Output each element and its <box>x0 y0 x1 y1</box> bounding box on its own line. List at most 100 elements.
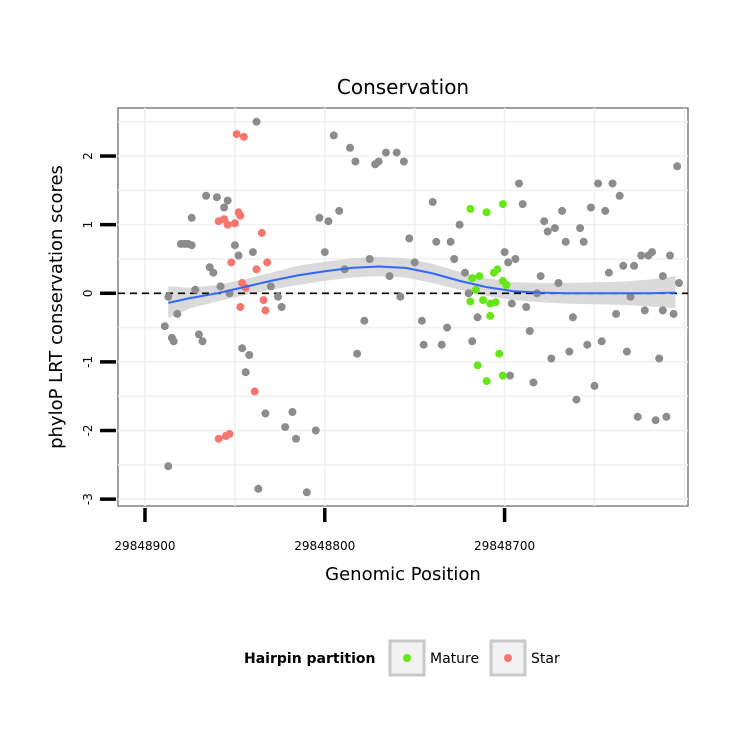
x-axis: 29848900 29848800 29848700 <box>114 508 535 553</box>
point-mature <box>473 361 482 370</box>
point-star <box>227 258 236 267</box>
point-other <box>468 337 477 346</box>
point-other <box>633 412 642 421</box>
point-other <box>209 268 218 277</box>
smooth-line <box>168 265 676 304</box>
point-star <box>223 220 232 229</box>
y-tick-label: -3 <box>81 493 95 505</box>
point-other <box>410 258 419 267</box>
point-other <box>626 292 635 301</box>
legend-label-mature: Mature <box>430 651 479 667</box>
point-other <box>315 213 324 222</box>
point-other <box>500 248 509 257</box>
point-other <box>277 303 286 311</box>
point-other <box>601 206 610 215</box>
point-other <box>561 237 570 246</box>
point-other <box>173 309 182 318</box>
point-mature <box>493 265 502 274</box>
point-mature <box>482 208 491 217</box>
point-other <box>586 203 595 212</box>
confidence-band-layer <box>168 256 676 318</box>
point-mature <box>479 296 487 305</box>
point-other <box>583 340 592 349</box>
point-mature <box>482 377 491 386</box>
point-other <box>446 237 455 246</box>
point-other <box>543 227 552 236</box>
point-star <box>239 132 248 141</box>
point-other <box>353 349 362 358</box>
point-star <box>252 265 261 274</box>
point-other <box>238 344 247 353</box>
point-other <box>450 255 459 263</box>
points-layer <box>160 117 683 497</box>
point-other <box>324 217 333 226</box>
point-other <box>261 409 270 418</box>
point-other <box>187 241 196 250</box>
point-other <box>565 347 574 356</box>
y-tick-label: -2 <box>81 425 95 437</box>
point-mature <box>502 281 511 289</box>
chart-title: Conservation <box>337 75 469 99</box>
point-other <box>597 337 606 346</box>
legend-key-mature <box>388 639 426 677</box>
point-other <box>198 337 207 346</box>
point-other <box>329 131 338 140</box>
y-axis: -3 -2 -1 0 1 2 <box>81 152 116 505</box>
point-other <box>554 279 563 287</box>
point-mature <box>475 272 484 281</box>
point-other <box>579 237 588 246</box>
point-other <box>365 255 374 263</box>
legend-label-star: Star <box>531 651 560 667</box>
point-other <box>612 309 621 318</box>
point-other <box>169 337 178 346</box>
point-other <box>212 193 221 202</box>
point-star <box>261 306 270 315</box>
y-tick-label: 2 <box>81 152 95 160</box>
plot-panel <box>117 107 689 507</box>
point-other <box>550 224 559 233</box>
point-other <box>346 143 354 152</box>
point-other <box>473 313 482 322</box>
y-tick-label: -1 <box>81 356 95 368</box>
point-mature <box>471 285 480 294</box>
point-other <box>648 248 656 257</box>
point-other <box>194 330 203 339</box>
legend-title: Hairpin partition <box>244 651 375 667</box>
point-other <box>191 285 200 294</box>
point-other <box>160 322 169 331</box>
point-other <box>547 354 556 363</box>
point-other <box>518 200 527 209</box>
point-other <box>640 306 649 315</box>
point-other <box>572 395 581 404</box>
point-other <box>381 148 390 157</box>
point-other <box>590 381 599 390</box>
point-other <box>417 316 426 325</box>
point-other <box>669 309 678 318</box>
point-other <box>437 340 446 349</box>
point-other <box>443 323 452 332</box>
point-other <box>248 248 257 257</box>
point-other <box>223 196 232 205</box>
point-other <box>216 282 225 291</box>
point-other <box>655 354 664 363</box>
point-other <box>164 462 173 471</box>
point-other <box>245 351 254 359</box>
point-other <box>351 157 360 166</box>
point-star <box>232 130 241 139</box>
point-other <box>311 426 320 435</box>
point-star <box>257 228 266 237</box>
point-other <box>568 313 577 322</box>
point-other <box>281 423 290 432</box>
point-other <box>335 206 344 215</box>
x-tick-label: 29848900 <box>114 539 175 553</box>
point-other <box>187 213 196 222</box>
point-other <box>525 327 534 335</box>
point-other <box>360 316 369 325</box>
point-other <box>396 292 405 301</box>
y-tick-label: 0 <box>81 289 95 297</box>
point-other <box>511 255 520 263</box>
point-other <box>292 434 300 443</box>
point-mature <box>486 311 495 320</box>
point-other <box>461 268 469 277</box>
